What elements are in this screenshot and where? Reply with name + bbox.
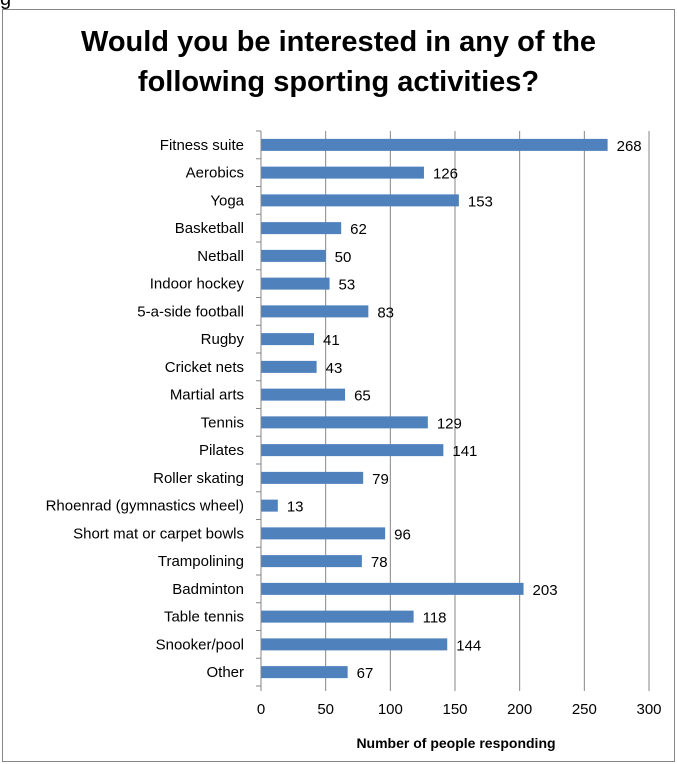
chart-title-line-1: Would you be interested in any of the <box>80 26 597 58</box>
value-label: 67 <box>357 665 374 682</box>
category-label: Fitness suite <box>160 137 244 154</box>
bar-1 <box>261 138 608 151</box>
bar-7 <box>261 305 369 318</box>
bar-12 <box>261 444 444 457</box>
bars <box>261 138 608 679</box>
value-label: 79 <box>372 471 389 488</box>
category-label: Pilates <box>199 442 244 459</box>
bar-14 <box>261 499 278 512</box>
value-label: 96 <box>394 526 411 543</box>
labels: 0 50 100 150 200 250 300 Fitness suite 268 Aerobi… <box>46 137 662 718</box>
grid-lines <box>325 131 650 686</box>
value-label: 41 <box>323 332 340 349</box>
value-label: 43 <box>326 360 343 377</box>
value-label: 13 <box>287 499 304 516</box>
value-label: 129 <box>437 415 462 432</box>
corner-text-fragment: g <box>0 0 11 11</box>
value-label: 78 <box>371 554 388 571</box>
x-tick-label: 0 <box>257 701 265 718</box>
category-label: Netball <box>197 248 244 265</box>
x-axis-title: Number of people responding <box>356 735 555 751</box>
bar-19 <box>261 638 448 651</box>
axes <box>256 130 650 691</box>
bar-13 <box>261 471 364 484</box>
bar-11 <box>261 416 428 429</box>
bar-5 <box>261 249 326 262</box>
value-label: 62 <box>350 221 367 238</box>
category-label: Martial arts <box>170 387 244 404</box>
bar-20 <box>261 666 348 679</box>
x-tick-label: 300 <box>636 701 661 718</box>
category-label: Trampolining <box>158 553 244 570</box>
category-label: Basketball <box>175 220 244 237</box>
x-tick-label: 250 <box>572 701 597 718</box>
value-label: 50 <box>335 249 352 266</box>
bar-10 <box>261 388 346 401</box>
category-label: Badminton <box>172 581 244 598</box>
bar-2 <box>261 166 424 179</box>
value-label: 83 <box>377 304 394 321</box>
value-label: 203 <box>533 582 558 599</box>
category-label: Yoga <box>210 192 244 209</box>
chart-title: Would you be interested in any of the fo… <box>0 22 677 102</box>
value-label: 153 <box>468 193 493 210</box>
category-label: Rugby <box>201 331 245 348</box>
x-tick-label: 100 <box>378 701 403 718</box>
bar-17 <box>261 582 524 595</box>
value-label: 118 <box>423 610 447 627</box>
category-label: Aerobics <box>186 165 244 182</box>
value-label: 144 <box>456 637 481 654</box>
bar-15 <box>261 527 386 540</box>
category-label: Tennis <box>201 414 244 431</box>
bar-4 <box>261 222 342 235</box>
category-label: Short mat or carpet bowls <box>73 525 244 542</box>
category-label: Table tennis <box>164 609 244 626</box>
category-label: Other <box>206 664 244 681</box>
value-label: 65 <box>354 388 371 405</box>
x-tick-label: 200 <box>507 701 532 718</box>
category-label: Roller skating <box>153 470 244 487</box>
x-tick-label: 150 <box>442 701 467 718</box>
category-label: Snooker/pool <box>156 636 244 653</box>
chart-frame <box>2 9 675 762</box>
bar-9 <box>261 360 317 373</box>
category-label: Cricket nets <box>165 359 244 376</box>
value-label: 126 <box>433 166 458 183</box>
value-label: 141 <box>452 443 477 460</box>
bar-8 <box>261 333 315 346</box>
bar-18 <box>261 610 414 623</box>
category-label: Rhoenrad (gymnastics wheel) <box>46 498 244 515</box>
bar-6 <box>261 277 330 290</box>
category-label: 5-a-side football <box>137 303 244 320</box>
category-label: Indoor hockey <box>150 276 245 293</box>
bar-3 <box>261 194 459 207</box>
bar-16 <box>261 555 362 568</box>
value-label: 53 <box>339 277 356 294</box>
value-label: 268 <box>617 138 642 155</box>
x-tick-label: 50 <box>317 701 334 718</box>
chart-title-line-2: following sporting activities? <box>137 66 540 98</box>
